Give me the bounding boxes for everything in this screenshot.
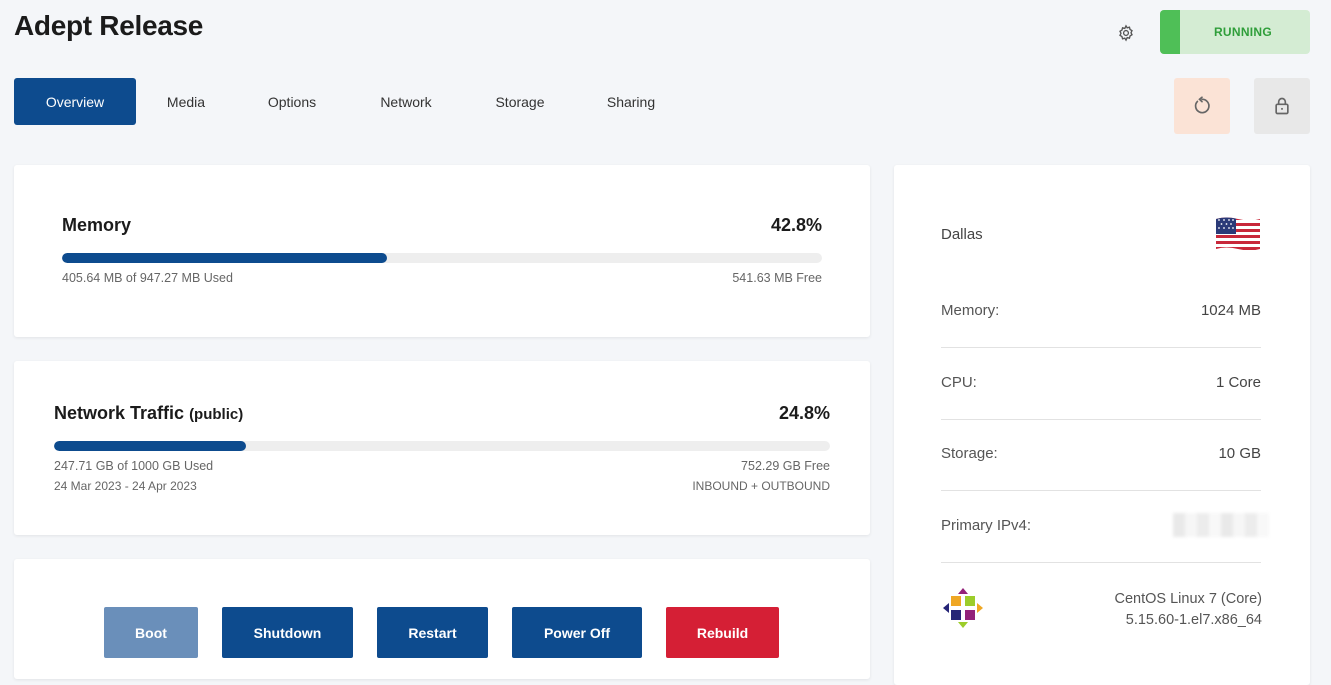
memory-percent: 42.8% [770,215,822,235]
memory-used: 405.64 MB of 947.27 MB Used [62,271,233,285]
memory-progress-bar [62,253,822,263]
shutdown-button[interactable]: Shutdown [222,607,353,658]
lock-button[interactable] [1254,78,1310,134]
server-info-card: Dallas Memory: 1024 MB CPU: 1 Core Stora… [894,165,1310,685]
os-name: CentOS Linux 7 (Core) [1114,591,1262,607]
spec-key: CPU: [941,374,977,391]
us-flag-icon [1216,217,1260,251]
network-used: 247.71 GB of 1000 GB Used [54,459,214,473]
spec-row-storage: Storage: 10 GB [941,418,1261,491]
spec-key: Primary IPv4: [941,517,1032,534]
gear-icon[interactable] [1115,22,1137,44]
os-kernel: 5.15.60-1.el7.x86_64 [1125,612,1262,628]
power-actions-card: Boot Shutdown Restart Power Off Rebuild [14,559,870,679]
network-traffic-card: Network Traffic (public) 24.8% 247.71 GB… [14,361,870,535]
rebuild-button[interactable]: Rebuild [666,607,779,658]
memory-label: Memory [62,215,132,235]
tab-options[interactable]: Options [267,93,317,110]
memory-progress-fill [62,253,388,263]
network-sublabel: (public) [189,406,244,423]
page-title: Adept Release [14,10,204,41]
ipv4-redacted [1173,513,1269,537]
reboot-icon [1194,96,1210,114]
reboot-button[interactable] [1174,78,1230,134]
network-period: 24 Mar 2023 - 24 Apr 2023 [54,479,197,493]
spec-value: 10 GB [1218,445,1261,462]
network-progress-bar [54,441,830,451]
lock-icon [1275,97,1289,115]
memory-card: Memory 42.8% 405.64 MB of 947.27 MB Used… [14,165,870,337]
spec-value: 1 Core [1215,374,1261,391]
memory-free: 541.63 MB Free [732,271,822,285]
power-off-button[interactable]: Power Off [512,607,642,658]
centos-logo-icon [943,588,983,628]
tab-network[interactable]: Network [380,93,432,110]
spec-row-ipv4: Primary IPv4: [941,490,1269,563]
restart-button[interactable]: Restart [377,607,488,658]
location-label: Dallas [941,226,983,243]
spec-row-memory: Memory: 1024 MB [941,275,1261,348]
tab-sharing[interactable]: Sharing [606,93,656,110]
status-text: RUNNING [1213,25,1273,39]
spec-row-cpu: CPU: 1 Core [941,347,1261,420]
spec-value: 1024 MB [1200,302,1261,319]
network-percent: 24.8% [778,403,830,423]
tab-bar: Overview Media Options Network Storage S… [14,78,686,125]
status-indicator [1160,10,1180,54]
network-label: Network Traffic (public) [54,403,243,424]
tab-overview[interactable]: Overview [14,78,136,125]
boot-button[interactable]: Boot [104,607,198,658]
network-free: 752.29 GB Free [741,459,830,473]
spec-key: Memory: [941,302,1000,319]
status-badge: RUNNING [1160,10,1310,54]
network-label-text: Network Traffic [54,403,185,423]
tab-media[interactable]: Media [166,93,206,110]
network-progress-fill [54,441,247,451]
spec-key: Storage: [941,445,998,462]
network-direction: INBOUND + OUTBOUND [692,479,830,493]
tab-storage[interactable]: Storage [495,93,545,110]
